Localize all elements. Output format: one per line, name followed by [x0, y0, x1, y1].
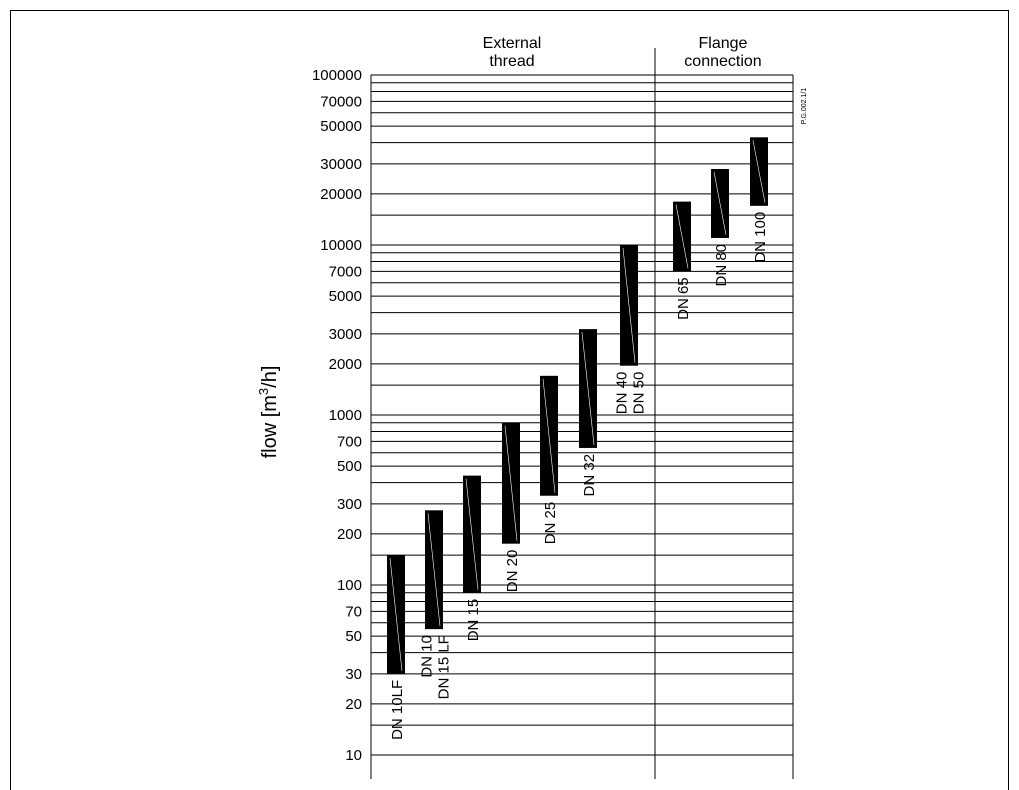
y-tick-label: 7000	[329, 263, 362, 280]
y-tick-label: 500	[337, 458, 362, 475]
bar-label: DN 15	[465, 599, 482, 642]
range-bar-diagonal	[622, 247, 636, 363]
y-tick-label: 5000	[329, 288, 362, 305]
y-tick-label: 50000	[320, 118, 362, 135]
bar-label: DN 25	[542, 502, 559, 545]
y-tick-label: 30	[345, 666, 362, 683]
y-tick-label: 3000	[329, 326, 362, 343]
y-tick-label: 70000	[320, 93, 362, 110]
range-bar-diagonal	[504, 425, 518, 541]
bar-label: DN 50	[631, 372, 648, 415]
y-tick-label: 70	[345, 603, 362, 620]
range-bar-diagonal	[713, 171, 727, 236]
group-header: Flange	[699, 35, 748, 52]
y-axis-label-superscript: 3	[256, 388, 271, 395]
bar-label: DN 80	[713, 244, 730, 287]
range-bar-diagonal	[675, 204, 689, 269]
group-header: thread	[489, 53, 534, 70]
bar-label: DN 65	[675, 277, 692, 320]
group-header: External	[483, 35, 542, 52]
range-bar-diagonal	[389, 558, 403, 671]
bar-label: DN 10	[419, 635, 436, 678]
bar-label: DN 10LF	[389, 680, 406, 740]
bar-label: DN 40	[614, 372, 631, 415]
y-tick-label: 20	[345, 696, 362, 713]
range-bar-diagonal	[542, 378, 556, 493]
y-tick-label: 10000	[320, 237, 362, 254]
y-tick-label: 50	[345, 628, 362, 645]
range-bar-diagonal	[581, 332, 595, 445]
y-tick-label: 30000	[320, 156, 362, 173]
y-tick-label: 1000	[329, 407, 362, 424]
bar-label: DN 15 LF	[436, 635, 453, 699]
y-tick-label: 2000	[329, 356, 362, 373]
group-header: connection	[684, 53, 761, 70]
y-tick-label: 20000	[320, 186, 362, 203]
y-tick-label: 300	[337, 496, 362, 513]
bar-label: DN 32	[581, 454, 598, 497]
y-tick-label: 700	[337, 433, 362, 450]
figure-frame	[10, 10, 1009, 790]
y-tick-label: 200	[337, 526, 362, 543]
y-tick-label: 100000	[312, 67, 362, 84]
y-tick-label: 10	[345, 747, 362, 764]
drawing-code: P.G.002.1/1	[801, 88, 808, 125]
range-bar-diagonal	[465, 478, 479, 590]
bar-label: DN 20	[504, 550, 521, 593]
y-axis-label: flow [m3/h]	[256, 366, 281, 459]
range-bar-diagonal	[752, 140, 766, 203]
range-bar-diagonal	[427, 513, 441, 627]
y-tick-label: 100	[337, 577, 362, 594]
bar-label: DN 100	[752, 212, 769, 263]
